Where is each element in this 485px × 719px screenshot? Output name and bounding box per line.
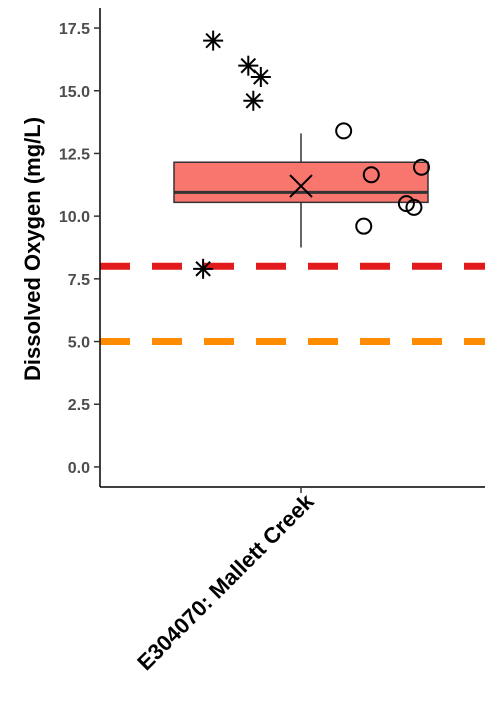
box-plot: [173, 133, 429, 248]
star-stroke: [245, 93, 262, 109]
y-tick-label: 2.5: [68, 397, 90, 414]
star-stroke: [205, 32, 221, 49]
circle-point: [335, 122, 353, 140]
axes: [99, 8, 485, 488]
star-point: [203, 30, 224, 51]
star-stroke: [253, 69, 269, 85]
star-stroke: [240, 57, 257, 74]
star-point: [193, 258, 214, 279]
circle-point: [405, 198, 423, 216]
circle-point: [355, 217, 373, 235]
y-tick-label: 0.0: [68, 460, 90, 477]
y-tick-label: 5.0: [68, 335, 90, 352]
y-tick-label: 7.5: [68, 272, 90, 289]
y-tick-label: 17.5: [59, 21, 90, 38]
star-point: [250, 66, 271, 87]
star-point: [238, 55, 259, 76]
star-stroke: [195, 261, 211, 277]
x-ticks: E304070: Mallett Creek: [132, 487, 319, 675]
y-axis-title: Dissolved Oxygen (mg/L): [20, 117, 45, 381]
star-point: [243, 90, 264, 111]
y-ticks: 0.0 2.5 5.0 7.5 10.0 12.5 15.0 17.5: [59, 21, 100, 477]
circle-point: [412, 158, 430, 176]
box-iqr: [173, 161, 429, 204]
y-tick-label: 15.0: [59, 84, 90, 101]
mean-marker-stroke-2: [289, 174, 313, 198]
y-tick-label: 12.5: [59, 146, 90, 163]
y-tick-label: 10.0: [59, 209, 90, 226]
data-points: [193, 30, 430, 279]
x-category-label: E304070: Mallett Creek: [132, 488, 319, 675]
reference-lines: [100, 262, 485, 346]
circle-point: [362, 166, 380, 184]
